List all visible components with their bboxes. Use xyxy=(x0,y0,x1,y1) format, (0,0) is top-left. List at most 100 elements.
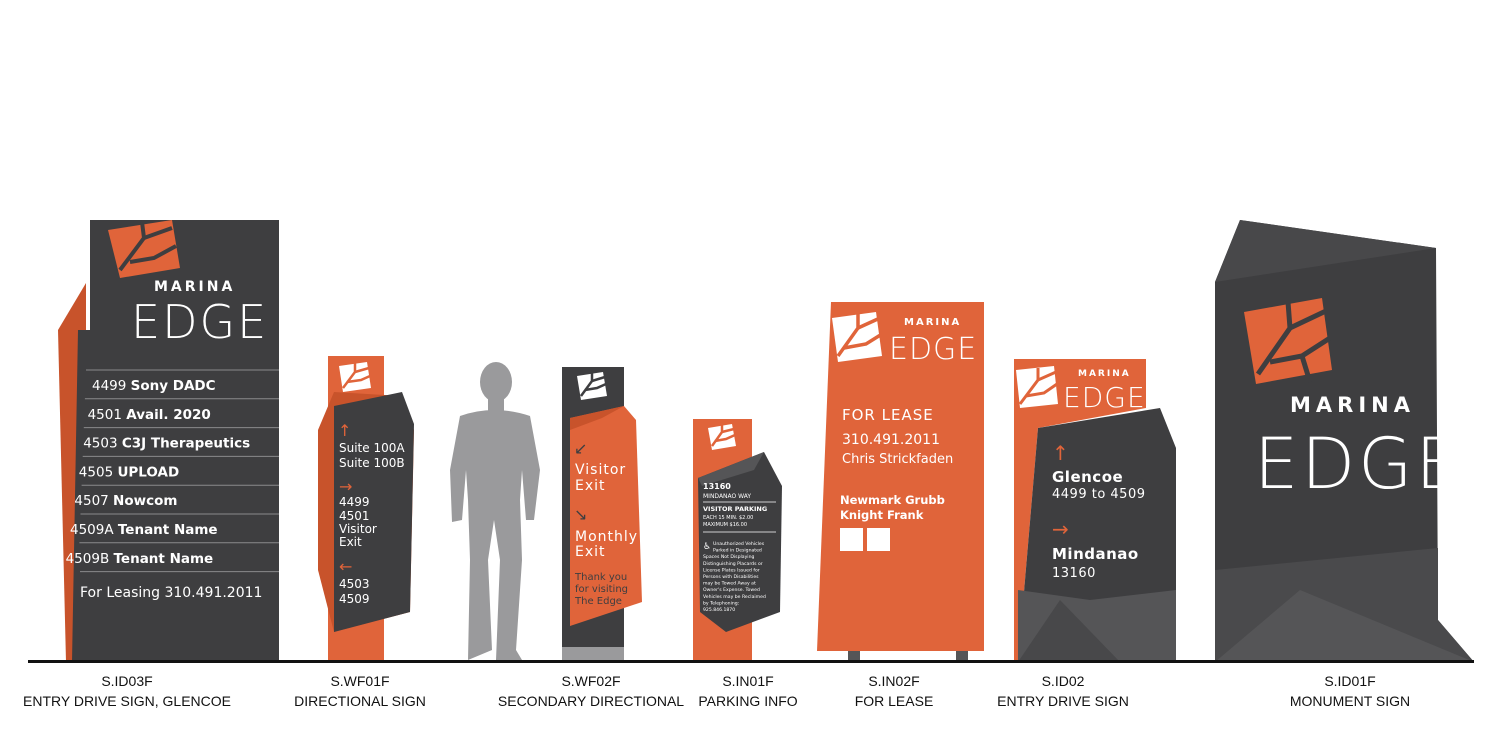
caption-sin01f: S.IN01F PARKING INFO xyxy=(688,671,808,711)
sid02-range2: 13160 xyxy=(1052,566,1096,581)
caption-code: S.IN02F xyxy=(868,673,920,689)
tenant-row: 4501 Avail. 2020 xyxy=(88,407,211,423)
swf01f-dest1-a: Suite 100A xyxy=(339,441,405,455)
sid02-base-facet-2 xyxy=(1018,600,1120,662)
ground-line xyxy=(28,660,1474,663)
sid02-street1: Glencoe xyxy=(1052,468,1123,486)
sid02-range1: 4499 to 4509 xyxy=(1052,487,1145,502)
sign-sid02: MARINA EDGE ↑ Glencoe 4499 to 4509 → Min… xyxy=(1014,359,1176,662)
tenant-row: 4499 Sony DADC xyxy=(92,378,216,394)
swf02f-base xyxy=(562,647,624,662)
sin02f-brand-edge: EDGE xyxy=(889,332,977,367)
tenant-row: 4509A Tenant Name xyxy=(70,522,218,538)
tenant-row: 4509B Tenant Name xyxy=(66,551,214,567)
swf02f-dest1-a: Visitor xyxy=(575,462,626,478)
tenant-name: Tenant Name xyxy=(114,551,214,567)
sin02f-firm-b: Knight Frank xyxy=(840,508,924,522)
parking-notice-line: Persons with Disabilities xyxy=(703,574,759,580)
caption-code: S.WF01F xyxy=(330,673,390,689)
sin02f-panel xyxy=(817,302,984,651)
sign-swf02f: ↙ Visitor Exit ↘ Monthly Exit Thank you … xyxy=(562,367,642,662)
tenant-number: 4499 xyxy=(92,378,131,394)
arrow-right-icon: → xyxy=(1052,517,1069,541)
sid01f-brand-marina: MARINA xyxy=(1290,393,1415,417)
swf01f-dest2-a: 4499 xyxy=(339,495,370,509)
caption-title: DIRECTIONAL SIGN xyxy=(294,693,426,709)
tenant-name: C3J Therapeutics xyxy=(122,436,250,452)
swf01f-dest1-b: Suite 100B xyxy=(339,456,405,470)
tenant-name: Avail. 2020 xyxy=(126,407,211,423)
sid02-brand-marina: MARINA xyxy=(1078,369,1131,379)
caption-code: S.WF02F xyxy=(561,673,621,689)
sin02f-logo-mark xyxy=(832,312,883,362)
arrow-up-icon: ↑ xyxy=(338,421,351,440)
tenant-number: 4509A xyxy=(70,522,118,538)
arrow-right-icon: → xyxy=(339,477,352,496)
sign-sin01f: 13160 MINDANAO WAY VISITOR PARKING EACH … xyxy=(693,419,782,662)
swf02f-dest2-b: Exit xyxy=(575,544,606,560)
parking-notice-line: may be Towed Away at xyxy=(703,581,756,587)
swf02f-fold xyxy=(570,406,624,430)
parking-notice-line: Unauthorized Vehicles xyxy=(713,541,765,547)
sid03f-brand-edge: EDGE xyxy=(131,295,268,349)
swf02f-thanks-b: for visiting xyxy=(575,584,628,595)
sin02f-heading: FOR LEASE xyxy=(842,406,934,424)
parking-notice-line: Spaces Not Displaying xyxy=(703,554,754,560)
tenant-number: 4503 xyxy=(83,436,122,452)
wheelchair-icon: ♿ xyxy=(703,542,711,552)
swf01f-panel xyxy=(334,392,414,632)
caption-code: S.ID02 xyxy=(1041,673,1085,689)
sin01f-heading: VISITOR PARKING xyxy=(703,505,767,513)
caption-sid03f: S.ID03F ENTRY DRIVE SIGN, GLENCOE xyxy=(22,671,232,711)
sin01f-rate1: EACH 15 MIN. $2.00 xyxy=(703,515,753,521)
caption-title: MONUMENT SIGN xyxy=(1289,693,1411,709)
sid01f-top-facet xyxy=(1215,220,1436,282)
parking-notice-line: by Telephoning: xyxy=(703,600,740,606)
sid02-logo-mark xyxy=(1016,366,1058,408)
sid02-street2: Mindanao xyxy=(1052,545,1139,563)
sign-sin02f: MARINA EDGE FOR LEASE 310.491.2011 Chris… xyxy=(817,302,984,662)
caption-code: S.IN01F xyxy=(722,673,774,689)
swf02f-thanks-c: The Edge xyxy=(574,596,622,607)
sid01f-logo-mark xyxy=(1244,298,1332,384)
arrow-left-icon: ← xyxy=(339,557,352,576)
tenant-name: Nowcom xyxy=(113,493,177,509)
parking-notice-line: Owner's Expense. Towed xyxy=(703,587,760,593)
sid03f-panel xyxy=(72,220,279,662)
sin02f-contact: Chris Strickfaden xyxy=(842,452,953,467)
swf02f-dest2-a: Monthly xyxy=(575,529,638,545)
tenant-number: 4509B xyxy=(66,551,114,567)
caption-title: PARKING INFO xyxy=(698,693,798,709)
sid03f-leasing: For Leasing 310.491.2011 xyxy=(80,585,262,601)
swf02f-panel xyxy=(570,406,642,626)
tenant-name: Tenant Name xyxy=(118,522,218,538)
caption-sid01f: S.ID01F MONUMENT SIGN xyxy=(1280,671,1420,711)
swf02f-thanks-a: Thank you xyxy=(574,572,627,583)
sign-sid03f: MARINA EDGE 4499 Sony DADC 4501 Avail. 20… xyxy=(58,220,279,662)
caption-title: FOR LEASE xyxy=(854,693,934,709)
swf02f-dest1-b: Exit xyxy=(575,478,606,494)
tenant-name: Sony DADC xyxy=(131,378,216,394)
caption-title: ENTRY DRIVE SIGN xyxy=(997,693,1129,709)
sid03f-brand-marina: MARINA xyxy=(154,279,235,295)
arrow-down-right-icon: ↘ xyxy=(574,505,587,524)
human-scale-figure xyxy=(450,362,540,660)
sign-swf01f: ↑ Suite 100A Suite 100B → 4499 4501 Visi… xyxy=(318,356,414,662)
swf01f-dest3-a: 4503 xyxy=(339,577,370,591)
swf01f-dest2-d: Exit xyxy=(339,535,362,549)
parking-notice-line: Distinguishing Placards or xyxy=(703,561,763,567)
sid01f-base-facet-2 xyxy=(1215,590,1474,662)
sid03f-tenant-list: 4499 Sony DADC 4501 Avail. 2020 4503 C3J T… xyxy=(66,369,279,573)
sid01f-brand-edge: EDGE xyxy=(1254,423,1463,505)
caption-title: SECONDARY DIRECTIONAL xyxy=(497,693,685,709)
tenant-number: 4505 xyxy=(79,464,118,480)
tenant-row: 4503 C3J Therapeutics xyxy=(83,436,250,452)
sin02f-brand-marina: MARINA xyxy=(904,317,961,328)
sid02-brand-edge: EDGE xyxy=(1063,381,1146,414)
sin02f-leg-left xyxy=(848,648,860,662)
swf01f-dest3-b: 4509 xyxy=(339,592,370,606)
swf01f-dest2-b: 4501 xyxy=(339,509,370,523)
swf01f-logo-mark xyxy=(339,362,371,392)
caption-swf01f: S.WF01F DIRECTIONAL SIGN xyxy=(280,671,440,711)
